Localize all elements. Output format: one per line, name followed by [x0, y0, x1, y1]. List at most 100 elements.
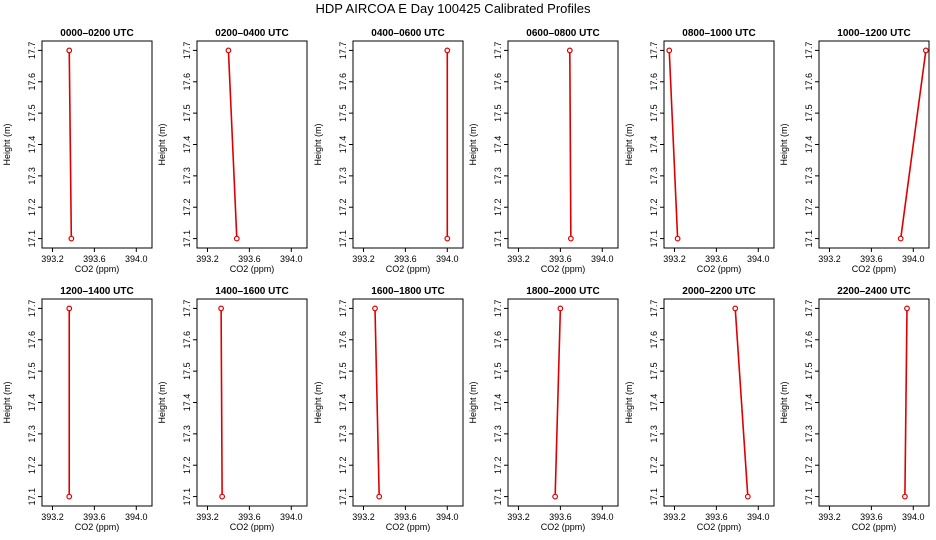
x-tick-label: 393.6 [549, 512, 572, 522]
y-tick-label: 17.7 [182, 300, 192, 318]
y-axis-label: Height (m) [2, 123, 12, 165]
y-tick-label: 17.6 [493, 73, 503, 91]
x-tick-label: 394.0 [902, 512, 925, 522]
data-point [218, 305, 224, 312]
data-point [444, 47, 451, 54]
profile-panel: 0800–1000 UTC 393.2 393.6 394.0 17.1 17.2 17.3… [624, 28, 775, 274]
y-axis-label: Height (m) [157, 381, 167, 423]
y-tick-label: 17.5 [649, 104, 659, 122]
y-axis-label: Height (m) [468, 123, 478, 165]
data-point [904, 305, 910, 312]
y-axis-label: Height (m) [624, 381, 634, 423]
x-axis-label: CO2 (ppm) [697, 522, 742, 532]
x-tick-label: 393.2 [507, 254, 530, 264]
profile-line [554, 308, 562, 497]
x-tick-label: 394.0 [436, 254, 459, 264]
x-tick-label: 393.2 [818, 512, 841, 522]
profile-line [569, 50, 572, 239]
y-axis-label: Height (m) [313, 123, 323, 165]
data-point [744, 493, 751, 500]
data-point [225, 47, 232, 54]
y-tick-label: 17.2 [493, 456, 503, 474]
data-point [557, 305, 564, 312]
y-tick-label: 17.7 [649, 42, 659, 60]
x-tick-label: 394.0 [280, 254, 303, 264]
profile-line [734, 308, 749, 497]
y-tick-label: 17.7 [804, 42, 814, 60]
x-tick-label: 394.0 [125, 254, 148, 264]
x-tick-label: 393.2 [196, 512, 219, 522]
x-tick-label: 393.6 [705, 512, 728, 522]
panel-title: 1800–2000 UTC [526, 286, 599, 297]
x-tick-label: 393.6 [238, 512, 261, 522]
x-tick-label: 393.2 [818, 254, 841, 264]
x-tick-label: 393.2 [663, 254, 686, 264]
x-tick-label: 393.6 [394, 254, 417, 264]
y-tick-label: 17.2 [804, 198, 814, 216]
y-tick-label: 17.3 [804, 167, 814, 185]
y-tick-label: 17.1 [804, 230, 814, 248]
x-tick-label: 394.0 [747, 254, 770, 264]
data-point [674, 235, 681, 242]
profile-panel: 1600–1800 UTC 393.2 393.6 394.0 17.1 17.2 17.3… [313, 286, 464, 532]
y-tick-label: 17.3 [27, 425, 37, 443]
y-axis-label: Height (m) [779, 123, 789, 165]
y-tick-label: 17.1 [649, 230, 659, 248]
panel-title: 0200–0400 UTC [215, 28, 288, 39]
x-tick-label: 393.2 [196, 254, 219, 264]
x-axis-label: CO2 (ppm) [697, 264, 742, 274]
x-tick-label: 393.6 [705, 254, 728, 264]
x-tick-label: 393.6 [394, 512, 417, 522]
profile-line [68, 50, 73, 239]
y-tick-label: 17.6 [338, 73, 348, 91]
y-axis-label: Height (m) [624, 123, 634, 165]
plot-frame [352, 298, 464, 507]
y-tick-label: 17.5 [27, 104, 37, 122]
y-tick-label: 17.3 [493, 425, 503, 443]
y-tick-label: 17.7 [27, 42, 37, 60]
profile-panel: 2200–2400 UTC 393.2 393.6 394.0 17.1 17.2 17.3… [779, 286, 930, 532]
y-tick-label: 17.2 [182, 456, 192, 474]
panel-grid: 0000–0200 UTC 393.2 393.6 394.0 17.1 17.2 17.3… [2, 28, 930, 532]
y-tick-label: 17.6 [27, 331, 37, 349]
x-tick-label: 393.6 [860, 512, 883, 522]
y-tick-label: 17.5 [182, 362, 192, 380]
plot-frame [196, 298, 308, 507]
figure-title: HDP AIRCOA E Day 100425 Calibrated Profi… [315, 1, 591, 16]
y-tick-label: 17.1 [338, 488, 348, 506]
plot-frame [663, 40, 775, 249]
y-tick-label: 17.2 [493, 198, 503, 216]
y-tick-label: 17.4 [27, 136, 37, 154]
x-tick-label: 394.0 [280, 512, 303, 522]
y-tick-label: 17.6 [338, 331, 348, 349]
y-axis-label: Height (m) [313, 381, 323, 423]
profile-panel: 2000–2200 UTC 393.2 393.6 394.0 17.1 17.2 17.3… [624, 286, 775, 532]
y-tick-label: 17.5 [27, 362, 37, 380]
data-point [897, 235, 904, 242]
y-tick-label: 17.1 [27, 488, 37, 506]
profile-panel: 1400–1600 UTC 393.2 393.6 394.0 17.1 17.2 17.3… [157, 286, 308, 532]
y-tick-label: 17.5 [338, 362, 348, 380]
x-tick-label: 393.6 [83, 512, 106, 522]
x-tick-label: 393.2 [352, 254, 375, 264]
y-tick-label: 17.3 [182, 425, 192, 443]
y-tick-label: 17.6 [182, 331, 192, 349]
x-axis-label: CO2 (ppm) [75, 264, 120, 274]
y-tick-label: 17.2 [27, 456, 37, 474]
plot-frame [41, 40, 153, 249]
y-tick-label: 17.6 [804, 73, 814, 91]
panel-title: 2200–2400 UTC [837, 286, 910, 297]
x-axis-label: CO2 (ppm) [230, 264, 275, 274]
panel-title: 1400–1600 UTC [215, 286, 288, 297]
y-tick-label: 17.6 [649, 73, 659, 91]
panel-title: 1600–1800 UTC [371, 286, 444, 297]
y-tick-label: 17.6 [27, 73, 37, 91]
profile-line [374, 308, 380, 497]
x-axis-label: CO2 (ppm) [852, 264, 897, 274]
profile-panel: 0600–0800 UTC 393.2 393.6 394.0 17.1 17.2 17.3… [468, 28, 619, 274]
x-axis-label: CO2 (ppm) [75, 522, 120, 532]
y-tick-label: 17.5 [338, 104, 348, 122]
y-tick-label: 17.2 [804, 456, 814, 474]
x-tick-label: 393.2 [41, 512, 64, 522]
data-point [567, 235, 574, 242]
